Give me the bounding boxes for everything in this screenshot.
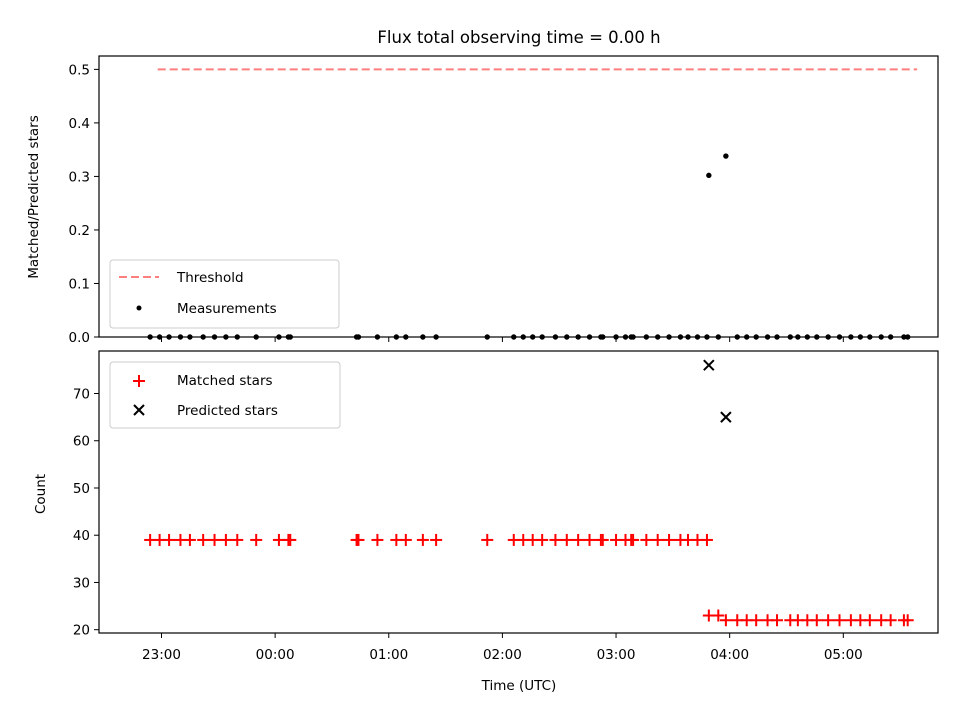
- measurement-point: [723, 153, 729, 159]
- chart-title: Flux total observing time = 0.00 h: [377, 28, 660, 47]
- matched-star-point: [901, 614, 914, 627]
- matched-star-point: [700, 533, 713, 546]
- bottom-panel: 20 30 40 50 60 70 23:00 00:00 01:00 02:00 03:00 04…: [33, 350, 939, 694]
- top-y-tick-label: 0.1: [69, 276, 90, 292]
- legend-measurements-label: Measurements: [177, 301, 277, 317]
- matched-star-point: [231, 533, 244, 546]
- matched-star-point: [863, 614, 876, 627]
- bottom-y-tick-label: 50: [73, 481, 90, 497]
- matched-star-point: [208, 533, 221, 546]
- legend-threshold-label: Threshold: [176, 270, 244, 286]
- x-tick-label: 01:00: [369, 647, 408, 663]
- matched-star-point: [219, 533, 232, 546]
- predicted-star-point: [703, 359, 715, 371]
- matched-star-point: [750, 614, 763, 627]
- top-y-axis-label: Matched/Predicted stars: [26, 115, 42, 278]
- top-panel: 0.0 0.1 0.2 0.3 0.4 0.5 Matched/Predicted sta…: [26, 55, 939, 346]
- matched-star-point: [663, 533, 676, 546]
- bottom-y-tick-label: 70: [73, 387, 90, 403]
- matched-star-point: [833, 614, 846, 627]
- matched-star-point: [640, 533, 653, 546]
- x-tick-label: 05:00: [824, 647, 863, 663]
- bottom-y-tick-label: 60: [73, 434, 90, 450]
- matched-star-point: [250, 533, 263, 546]
- x-tick-label: 04:00: [710, 647, 749, 663]
- top-y-tick-label: 0.3: [69, 169, 90, 185]
- top-y-tick-label: 0.5: [69, 62, 90, 78]
- matched-star-point: [627, 533, 640, 546]
- x-tick-label: 00:00: [256, 647, 295, 663]
- matched-star-point: [596, 533, 609, 546]
- matched-star-point: [549, 533, 562, 546]
- matched-star-point: [481, 533, 494, 546]
- bottom-legend: Matched stars Predicted stars: [109, 361, 341, 429]
- bottom-y-tick-label: 30: [73, 575, 90, 591]
- legend-measurements-swatch: [136, 305, 142, 311]
- legend-matched-label: Matched stars: [177, 373, 273, 389]
- matched-star-point: [719, 614, 732, 627]
- top-legend: Threshold Measurements: [109, 259, 340, 329]
- matched-star-point: [371, 533, 384, 546]
- bottom-y-tick-label: 20: [73, 623, 90, 639]
- matched-star-point: [399, 533, 412, 546]
- top-y-tick-label: 0.0: [69, 330, 90, 346]
- bottom-y-axis-label: Count: [33, 474, 49, 514]
- x-tick-label: 23:00: [142, 647, 181, 663]
- matched-star-point: [771, 614, 784, 627]
- x-axis-label: Time (UTC): [481, 678, 557, 694]
- bottom-y-tick-label: 40: [73, 528, 90, 544]
- matched-star-point: [430, 533, 443, 546]
- measurement-point: [706, 172, 712, 179]
- x-tick-label: 02:00: [483, 647, 522, 663]
- predicted-star-point: [720, 411, 732, 423]
- matched-star-point: [583, 533, 596, 546]
- matched-star-point: [416, 533, 429, 546]
- matched-star-point: [712, 609, 725, 622]
- legend-matched-swatch: [133, 375, 145, 387]
- x-tick-label: 03:00: [597, 647, 636, 663]
- top-y-tick-label: 0.2: [69, 223, 90, 239]
- matched-star-point: [810, 614, 823, 627]
- matched-star-point: [183, 533, 196, 546]
- legend-predicted-swatch: [133, 404, 145, 416]
- matched-star-point: [536, 533, 549, 546]
- matched-star-point: [163, 533, 176, 546]
- matched-star-point: [651, 533, 664, 546]
- matched-star-point: [822, 614, 835, 627]
- matched-star-point: [352, 533, 365, 546]
- matched-star-point: [197, 533, 210, 546]
- matched-star-point: [284, 533, 297, 546]
- matched-star-point: [560, 533, 573, 546]
- matched-star-point: [884, 614, 897, 627]
- matched-star-point: [572, 533, 585, 546]
- top-y-tick-label: 0.4: [69, 116, 90, 132]
- legend-predicted-label: Predicted stars: [177, 403, 278, 419]
